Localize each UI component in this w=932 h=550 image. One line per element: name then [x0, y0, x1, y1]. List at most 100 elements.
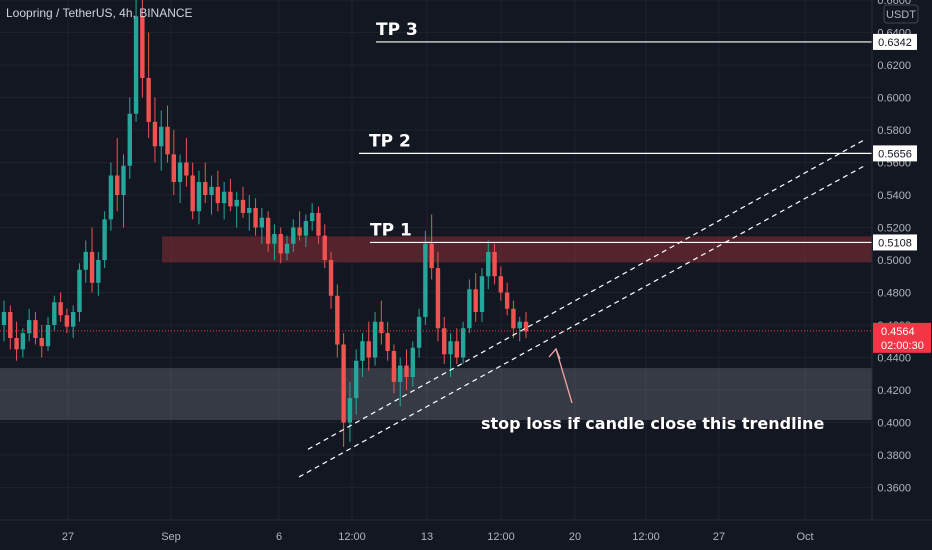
candle-body	[253, 208, 258, 228]
y-tick-label: 0.3800	[877, 450, 911, 462]
time-axis[interactable]: 27 Sep 6 12:00 13 12:00 20 12:00 27 Oct	[62, 531, 814, 543]
bar-countdown: 02:00:30	[881, 340, 924, 352]
arrow-shaft	[555, 348, 573, 404]
candle-body	[353, 360, 359, 399]
candle-body	[479, 276, 485, 312]
candle-body	[152, 121, 158, 147]
trendlines	[298, 138, 867, 478]
stop-loss-annotation: stop loss if candle close this trendline	[481, 414, 824, 433]
currency-label: USDT	[886, 9, 916, 21]
candle-body	[108, 175, 114, 220]
candle-body	[454, 341, 460, 358]
target-label: TP 3	[376, 20, 418, 40]
candle-body	[398, 365, 403, 382]
trendline	[307, 138, 867, 450]
candle-body	[190, 175, 195, 212]
candle-body	[45, 325, 51, 347]
candle-body	[58, 302, 63, 316]
candle-body	[247, 208, 252, 213]
time-axis-bg	[0, 520, 932, 550]
currency-badge[interactable]	[883, 4, 919, 24]
target-price-tag	[873, 234, 917, 251]
y-tick-label: 0.4800	[877, 288, 911, 300]
candle-body	[70, 312, 76, 327]
candle-body	[404, 365, 409, 377]
x-tick-label: 12:00	[487, 531, 515, 543]
target-price-tag	[873, 33, 917, 50]
price-axis[interactable]: 0.66000.64000.62000.60000.58000.56000.54…	[877, 0, 911, 495]
target-price-label: 0.5656	[878, 148, 912, 160]
candle-body	[96, 260, 101, 283]
candle-body	[203, 182, 208, 195]
x-tick-label: 27	[713, 531, 725, 543]
candle-body	[115, 175, 120, 195]
candle-body	[77, 269, 82, 312]
candle-body	[184, 162, 189, 176]
candle-body	[379, 321, 384, 334]
y-tick-label: 0.6600	[877, 0, 911, 7]
candle-body	[165, 126, 170, 155]
candle-body	[171, 154, 177, 182]
candle-body	[347, 398, 353, 423]
candle-body	[146, 78, 151, 122]
candle-body	[278, 234, 283, 254]
candle-body	[309, 212, 315, 221]
y-tick-label: 0.5000	[877, 255, 911, 267]
candle-body	[360, 341, 365, 361]
candle-body	[272, 234, 277, 244]
x-tick-label: 12:00	[632, 531, 660, 543]
price-tags: 0.5108 0.5656 0.6342 0.4564 02:00:30	[873, 33, 931, 353]
candle-body	[284, 243, 290, 254]
candle-body	[328, 260, 334, 296]
y-tick-label: 0.5400	[877, 190, 911, 202]
candle-body	[492, 251, 497, 277]
candle-body	[523, 321, 529, 332]
y-tick-label: 0.4400	[877, 353, 911, 365]
candle-body	[20, 333, 26, 350]
candle-body	[486, 251, 491, 277]
candle-body	[460, 328, 466, 358]
y-tick-label: 0.6200	[877, 60, 911, 72]
candle-body	[89, 251, 95, 283]
x-tick-label: 13	[421, 531, 433, 543]
candle-body	[8, 312, 13, 338]
y-tick-label: 0.4000	[877, 418, 911, 430]
candle-body	[127, 113, 132, 166]
y-tick-label: 0.3600	[877, 483, 911, 495]
candle-body	[52, 302, 57, 325]
candle-body	[511, 308, 516, 329]
candle-body	[391, 351, 397, 382]
candle-body	[341, 344, 346, 423]
candle-body	[196, 182, 202, 212]
x-tick-label: 12:00	[338, 531, 366, 543]
candle-body	[228, 191, 233, 207]
candle-body	[83, 251, 88, 270]
target-lines: TP 1 TP 2 TP 3	[359, 20, 872, 244]
arrow-annotation	[548, 347, 573, 404]
candle-body	[448, 341, 453, 355]
x-tick-label: Sep	[161, 531, 181, 543]
arrow-head	[548, 347, 561, 360]
candle-body	[159, 126, 164, 147]
candle-body	[209, 186, 214, 195]
symbol-title[interactable]: Loopring / TetherUS, 4h, BINANCE	[6, 6, 193, 20]
candle-body	[133, 16, 139, 114]
x-tick-label: 20	[569, 531, 581, 543]
last-price-tag	[873, 322, 931, 353]
target-label: TP 1	[370, 220, 412, 240]
y-tick-label: 0.5200	[877, 223, 911, 235]
candle-body	[335, 295, 340, 345]
candle-body	[39, 338, 44, 347]
target-price-label: 0.6342	[878, 37, 912, 49]
candle-body	[14, 338, 19, 350]
candle-body	[121, 165, 126, 195]
y-tick-label: 0.5800	[877, 125, 911, 137]
candle-body	[221, 191, 227, 204]
candle-body	[498, 276, 504, 293]
candle-body	[26, 320, 32, 334]
candle-body	[385, 333, 390, 351]
support-zone	[0, 368, 872, 421]
x-tick-label: Oct	[796, 531, 813, 543]
candle-body	[102, 219, 107, 260]
